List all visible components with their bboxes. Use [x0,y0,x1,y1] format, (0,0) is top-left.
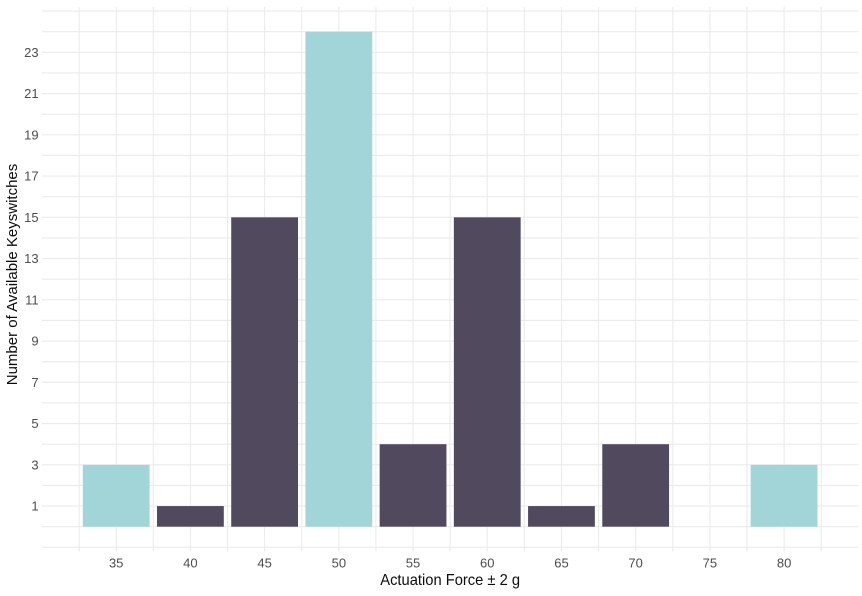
svg-text:75: 75 [703,555,717,570]
svg-text:19: 19 [24,127,38,142]
svg-text:80: 80 [777,555,791,570]
svg-text:50: 50 [332,555,346,570]
svg-text:55: 55 [406,555,420,570]
svg-text:9: 9 [31,334,38,349]
svg-text:1: 1 [31,499,38,514]
svg-text:60: 60 [480,555,494,570]
svg-text:5: 5 [31,416,38,431]
svg-text:35: 35 [109,555,123,570]
svg-text:17: 17 [24,169,38,184]
svg-text:7: 7 [31,375,38,390]
svg-text:15: 15 [24,210,38,225]
svg-text:11: 11 [25,292,39,307]
svg-text:65: 65 [554,555,568,570]
svg-text:45: 45 [257,555,271,570]
svg-text:Actuation Force ± 2 g: Actuation Force ± 2 g [380,571,520,588]
svg-text:23: 23 [24,45,38,60]
svg-text:70: 70 [628,555,642,570]
svg-text:21: 21 [24,86,38,101]
svg-text:13: 13 [24,251,38,266]
svg-text:Number of Available Keyswitche: Number of Available Keyswitches [4,164,21,386]
svg-text:40: 40 [183,555,197,570]
svg-text:3: 3 [31,457,38,472]
